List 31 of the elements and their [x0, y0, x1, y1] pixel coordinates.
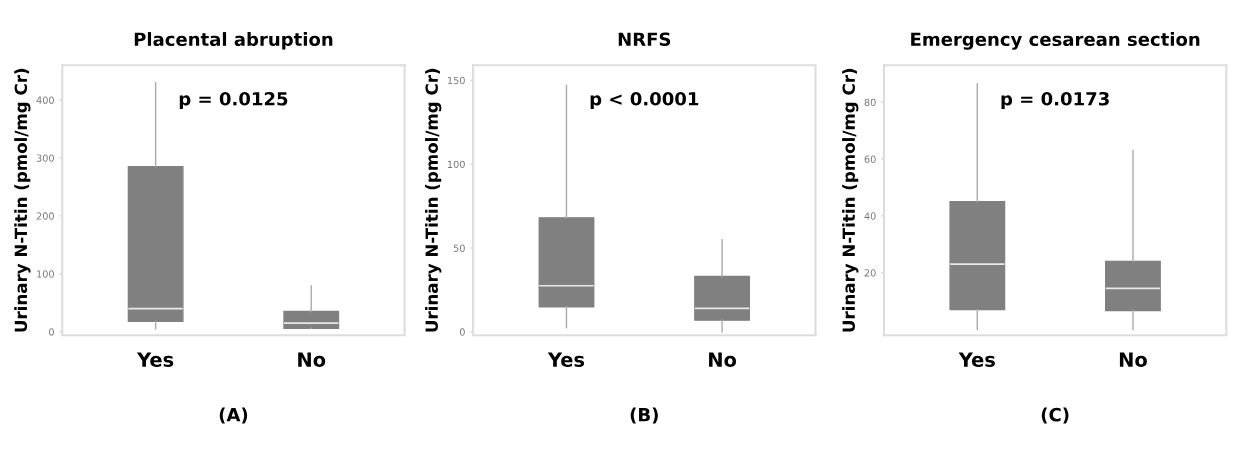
y-tick-label: 100 — [447, 160, 465, 169]
x-tick-label: No — [1119, 352, 1147, 367]
x-tick-label: No — [709, 352, 737, 367]
text: (A) — [219, 407, 248, 424]
x-tick-label: No — [298, 352, 326, 367]
y-axis-title: Urinary N-Titin (pmol/mg Cr) — [14, 68, 31, 332]
y-tick-label: 150 — [447, 76, 465, 85]
y-axis-title: Urinary N-Titin (pmol/mg Cr) — [842, 68, 859, 332]
y-tick-label: 80 — [864, 98, 876, 107]
y-tick-label: 200 — [36, 212, 54, 220]
y-tick-label: 400 — [36, 96, 54, 104]
x-tick-label: Yes — [547, 352, 585, 367]
annotation: p = 0.0125 — [179, 91, 288, 110]
annotation: p < 0.0001 — [590, 91, 699, 110]
y-tick-label: 300 — [36, 154, 54, 162]
y-tick-label: 0 — [49, 328, 54, 336]
text: (B) — [630, 407, 658, 424]
x-tick-label: Yes — [136, 352, 174, 367]
y-tick-label: 20 — [864, 269, 876, 277]
x-tick-label: Yes — [958, 352, 995, 367]
y-tick-label: 100 — [37, 270, 54, 278]
y-tick-label: 50 — [453, 244, 465, 252]
y-tick-label: 40 — [864, 212, 876, 220]
y-axis-title: Urinary N-Titin (pmol/mg Cr) — [425, 68, 442, 332]
y-tick-label: 60 — [864, 155, 876, 163]
annotation: p = 0.0173 — [1001, 91, 1109, 110]
chart-title: Placental abruption — [134, 32, 333, 50]
chart-title: NRFS — [618, 32, 671, 47]
y-tick-label: 0 — [459, 328, 465, 336]
chart-title: Emergency cesarean section — [911, 32, 1200, 50]
text: (C) — [1041, 407, 1069, 424]
